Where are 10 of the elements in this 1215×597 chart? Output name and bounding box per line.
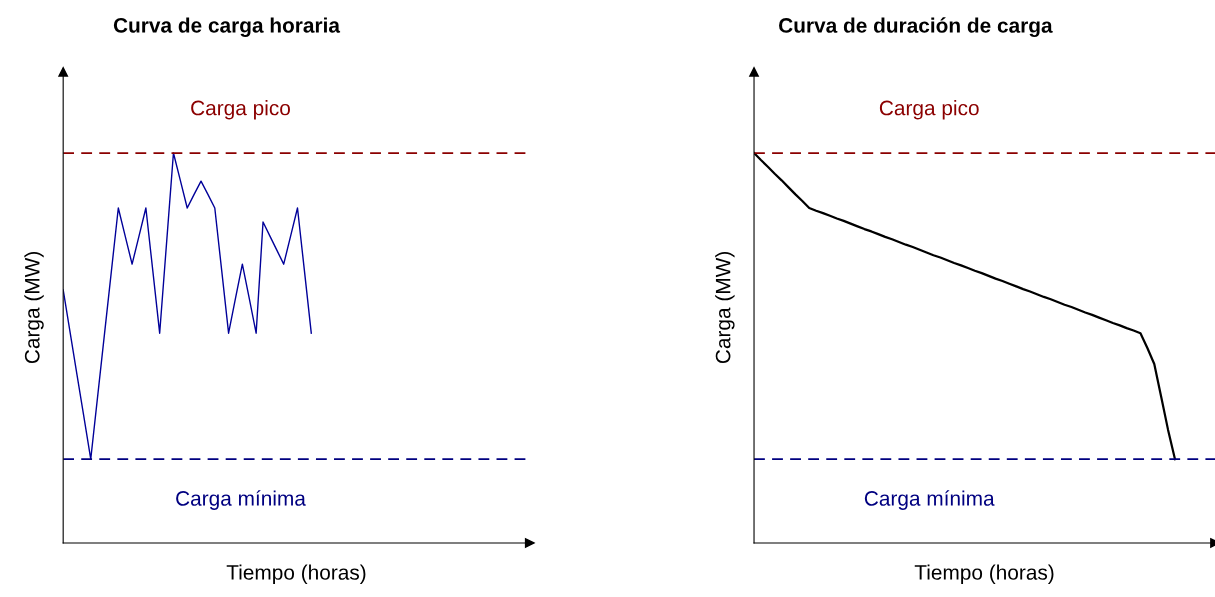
ref-line-label: Carga pico <box>191 100 290 120</box>
ref-line-label: Carga pico <box>879 100 979 120</box>
y-axis-title: Carga (MW) <box>24 252 44 364</box>
x-axis-title: Tiempo (horas) <box>914 564 1054 584</box>
ref-line-label: Carga mínima <box>176 490 306 510</box>
ref-line-label: Carga mínima <box>864 490 995 510</box>
y-axis-title: Carga (MW) <box>715 252 735 364</box>
chart-title: Curva de carga horaria <box>113 17 341 37</box>
chart-title: Curva de duración de carga <box>779 17 1053 38</box>
x-axis-title: Tiempo (horas) <box>226 564 366 584</box>
